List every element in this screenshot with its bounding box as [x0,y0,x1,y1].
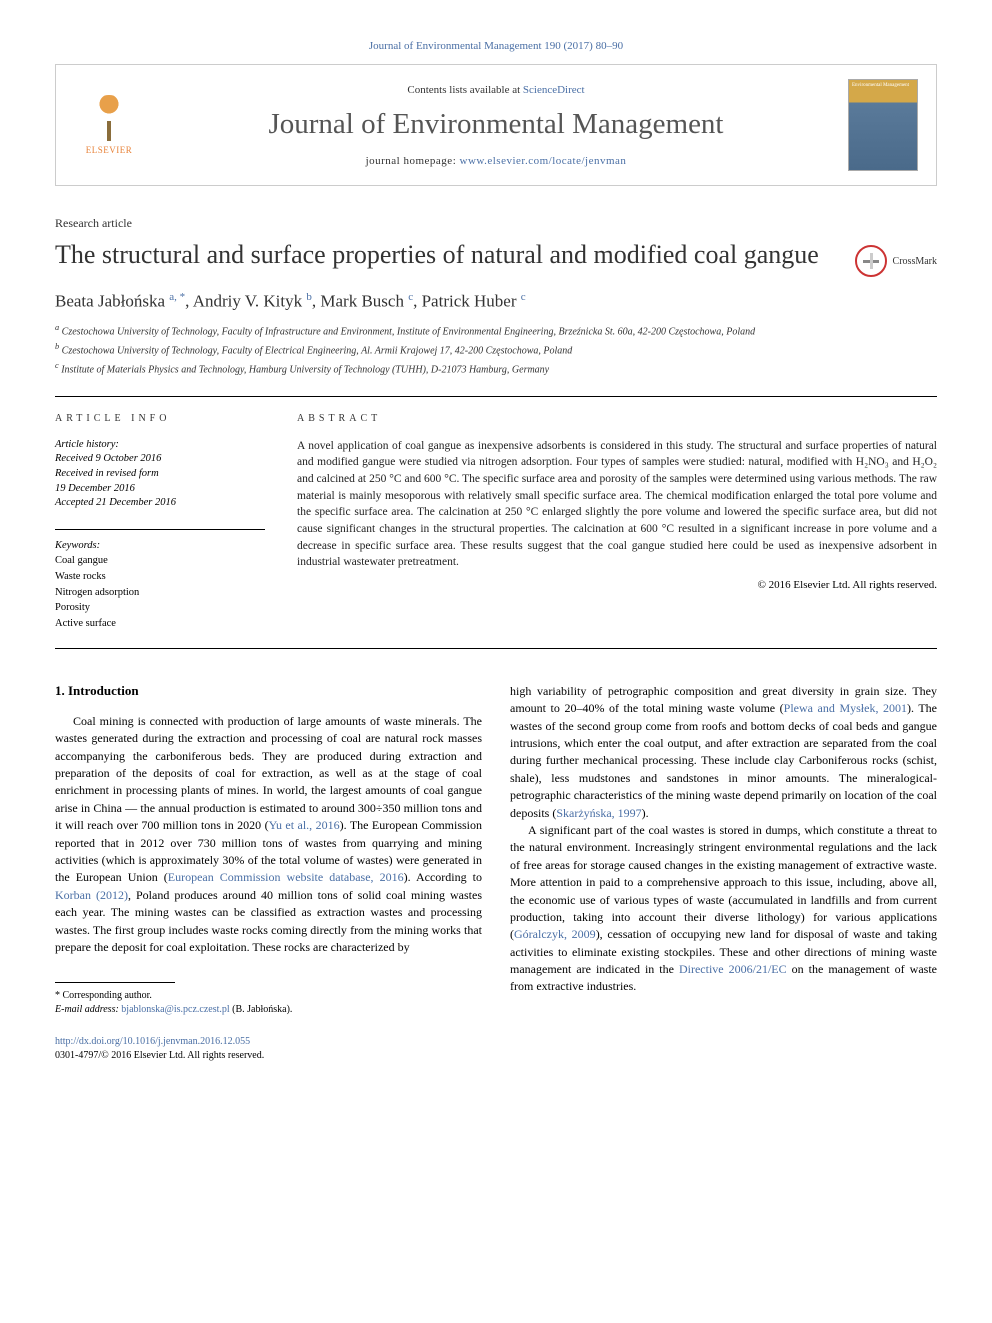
article-info-column: ARTICLE INFO Article history: Received 9… [55,413,265,632]
sciencedirect-link[interactable]: ScienceDirect [523,84,585,96]
intro-text-2b: ). The wastes of the second group come f… [510,701,937,819]
email-suffix: (B. Jabłońska). [230,1004,293,1015]
elsevier-tree-icon [86,95,132,141]
intro-paragraph-1: Coal mining is connected with production… [55,713,482,956]
ref-korban-2012[interactable]: Korban (2012) [55,888,128,902]
doi-link[interactable]: http://dx.doi.org/10.1016/j.jenvman.2016… [55,1036,250,1047]
affiliation-line: c Institute of Materials Physics and Tec… [55,360,937,377]
intro-text-1a: Coal mining is connected with production… [55,714,482,832]
body-column-left: 1. Introduction Coal mining is connected… [55,683,482,1017]
crossmark-widget[interactable]: CrossMark [855,245,937,277]
corresponding-label: * Corresponding author. [55,989,482,1003]
ref-plewa-2001[interactable]: Plewa and Mysłek, 2001 [784,701,907,715]
abstract-column: ABSTRACT A novel application of coal gan… [297,413,937,632]
keyword-item: Active surface [55,616,265,632]
intro-text-1c: ). According to [404,870,482,884]
keywords-label: Keywords: [55,540,265,551]
keyword-item: Waste rocks [55,569,265,585]
article-title: The structural and surface properties of… [55,239,835,272]
journal-cover-thumbnail: Environmental Management [848,79,918,171]
article-type: Research article [55,216,937,231]
issn-copyright-line: 0301-4797/© 2016 Elsevier Ltd. All right… [55,1049,937,1063]
elsevier-wordmark: ELSEVIER [86,145,133,155]
authors-line: Beata Jabłońska a, *, Andriy V. Kityk b,… [55,291,937,312]
abstract-heading: ABSTRACT [297,413,937,424]
contents-prefix: Contents lists available at [407,84,522,96]
ref-goralczyk-2009[interactable]: Góralczyk, 2009 [514,927,596,941]
intro-paragraph-1-cont: high variability of petrographic composi… [510,683,937,996]
journal-reference: Journal of Environmental Management 190 … [55,40,937,52]
body-column-right: high variability of petrographic composi… [510,683,937,1017]
ref-yu-2016[interactable]: Yu et al., 2016 [269,818,340,832]
affiliation-line: b Czestochowa University of Technology, … [55,341,937,358]
article-info-heading: ARTICLE INFO [55,413,265,424]
ref-ec-2016[interactable]: European Commission website database, 20… [168,870,404,884]
history-accepted: Accepted 21 December 2016 [55,496,265,511]
journal-header-box: ELSEVIER Contents lists available at Sci… [55,64,937,186]
ref-directive-2006[interactable]: Directive 2006/21/EC [679,962,787,976]
abstract-text: A novel application of coal gangue as in… [297,438,937,571]
ref-skarzynska-1997[interactable]: Skarżyńska, 1997 [556,806,641,820]
contents-available-line: Contents lists available at ScienceDirec… [162,84,830,96]
homepage-prefix: journal homepage: [366,155,460,167]
affiliation-line: a Czestochowa University of Technology, … [55,322,937,339]
keyword-item: Porosity [55,600,265,616]
homepage-link[interactable]: www.elsevier.com/locate/jenvman [460,155,627,167]
intro-text-2c: ). [642,806,649,820]
keyword-item: Nitrogen adsorption [55,585,265,601]
elsevier-logo: ELSEVIER [74,86,144,164]
history-revised-label: Received in revised form [55,467,265,482]
journal-title: Journal of Environmental Management [162,108,830,141]
abstract-copyright: © 2016 Elsevier Ltd. All rights reserved… [297,579,937,591]
homepage-line: journal homepage: www.elsevier.com/locat… [162,155,830,167]
history-received: Received 9 October 2016 [55,452,265,467]
corresponding-author-footnote: * Corresponding author. E-mail address: … [55,989,482,1017]
affiliations: a Czestochowa University of Technology, … [55,322,937,378]
intro-heading: 1. Introduction [55,683,482,699]
keywords-list: Coal gangueWaste rocksNitrogen adsorptio… [55,553,265,632]
header-center: Contents lists available at ScienceDirec… [162,84,830,167]
history-revised-date: 19 December 2016 [55,482,265,497]
email-label: E-mail address: [55,1004,121,1015]
history-label: Article history: [55,438,265,453]
crossmark-icon [855,245,887,277]
keyword-item: Coal gangue [55,553,265,569]
crossmark-label: CrossMark [893,256,937,267]
doi-block: http://dx.doi.org/10.1016/j.jenvman.2016… [55,1035,937,1063]
divider-top [55,396,937,397]
divider-bottom [55,648,937,649]
intro-text-3a: A significant part of the coal wastes is… [510,823,937,941]
article-history: Article history: Received 9 October 2016… [55,438,265,511]
email-link[interactable]: bjablonska@is.pcz.czest.pl [121,1004,229,1015]
footnote-separator [55,982,175,983]
